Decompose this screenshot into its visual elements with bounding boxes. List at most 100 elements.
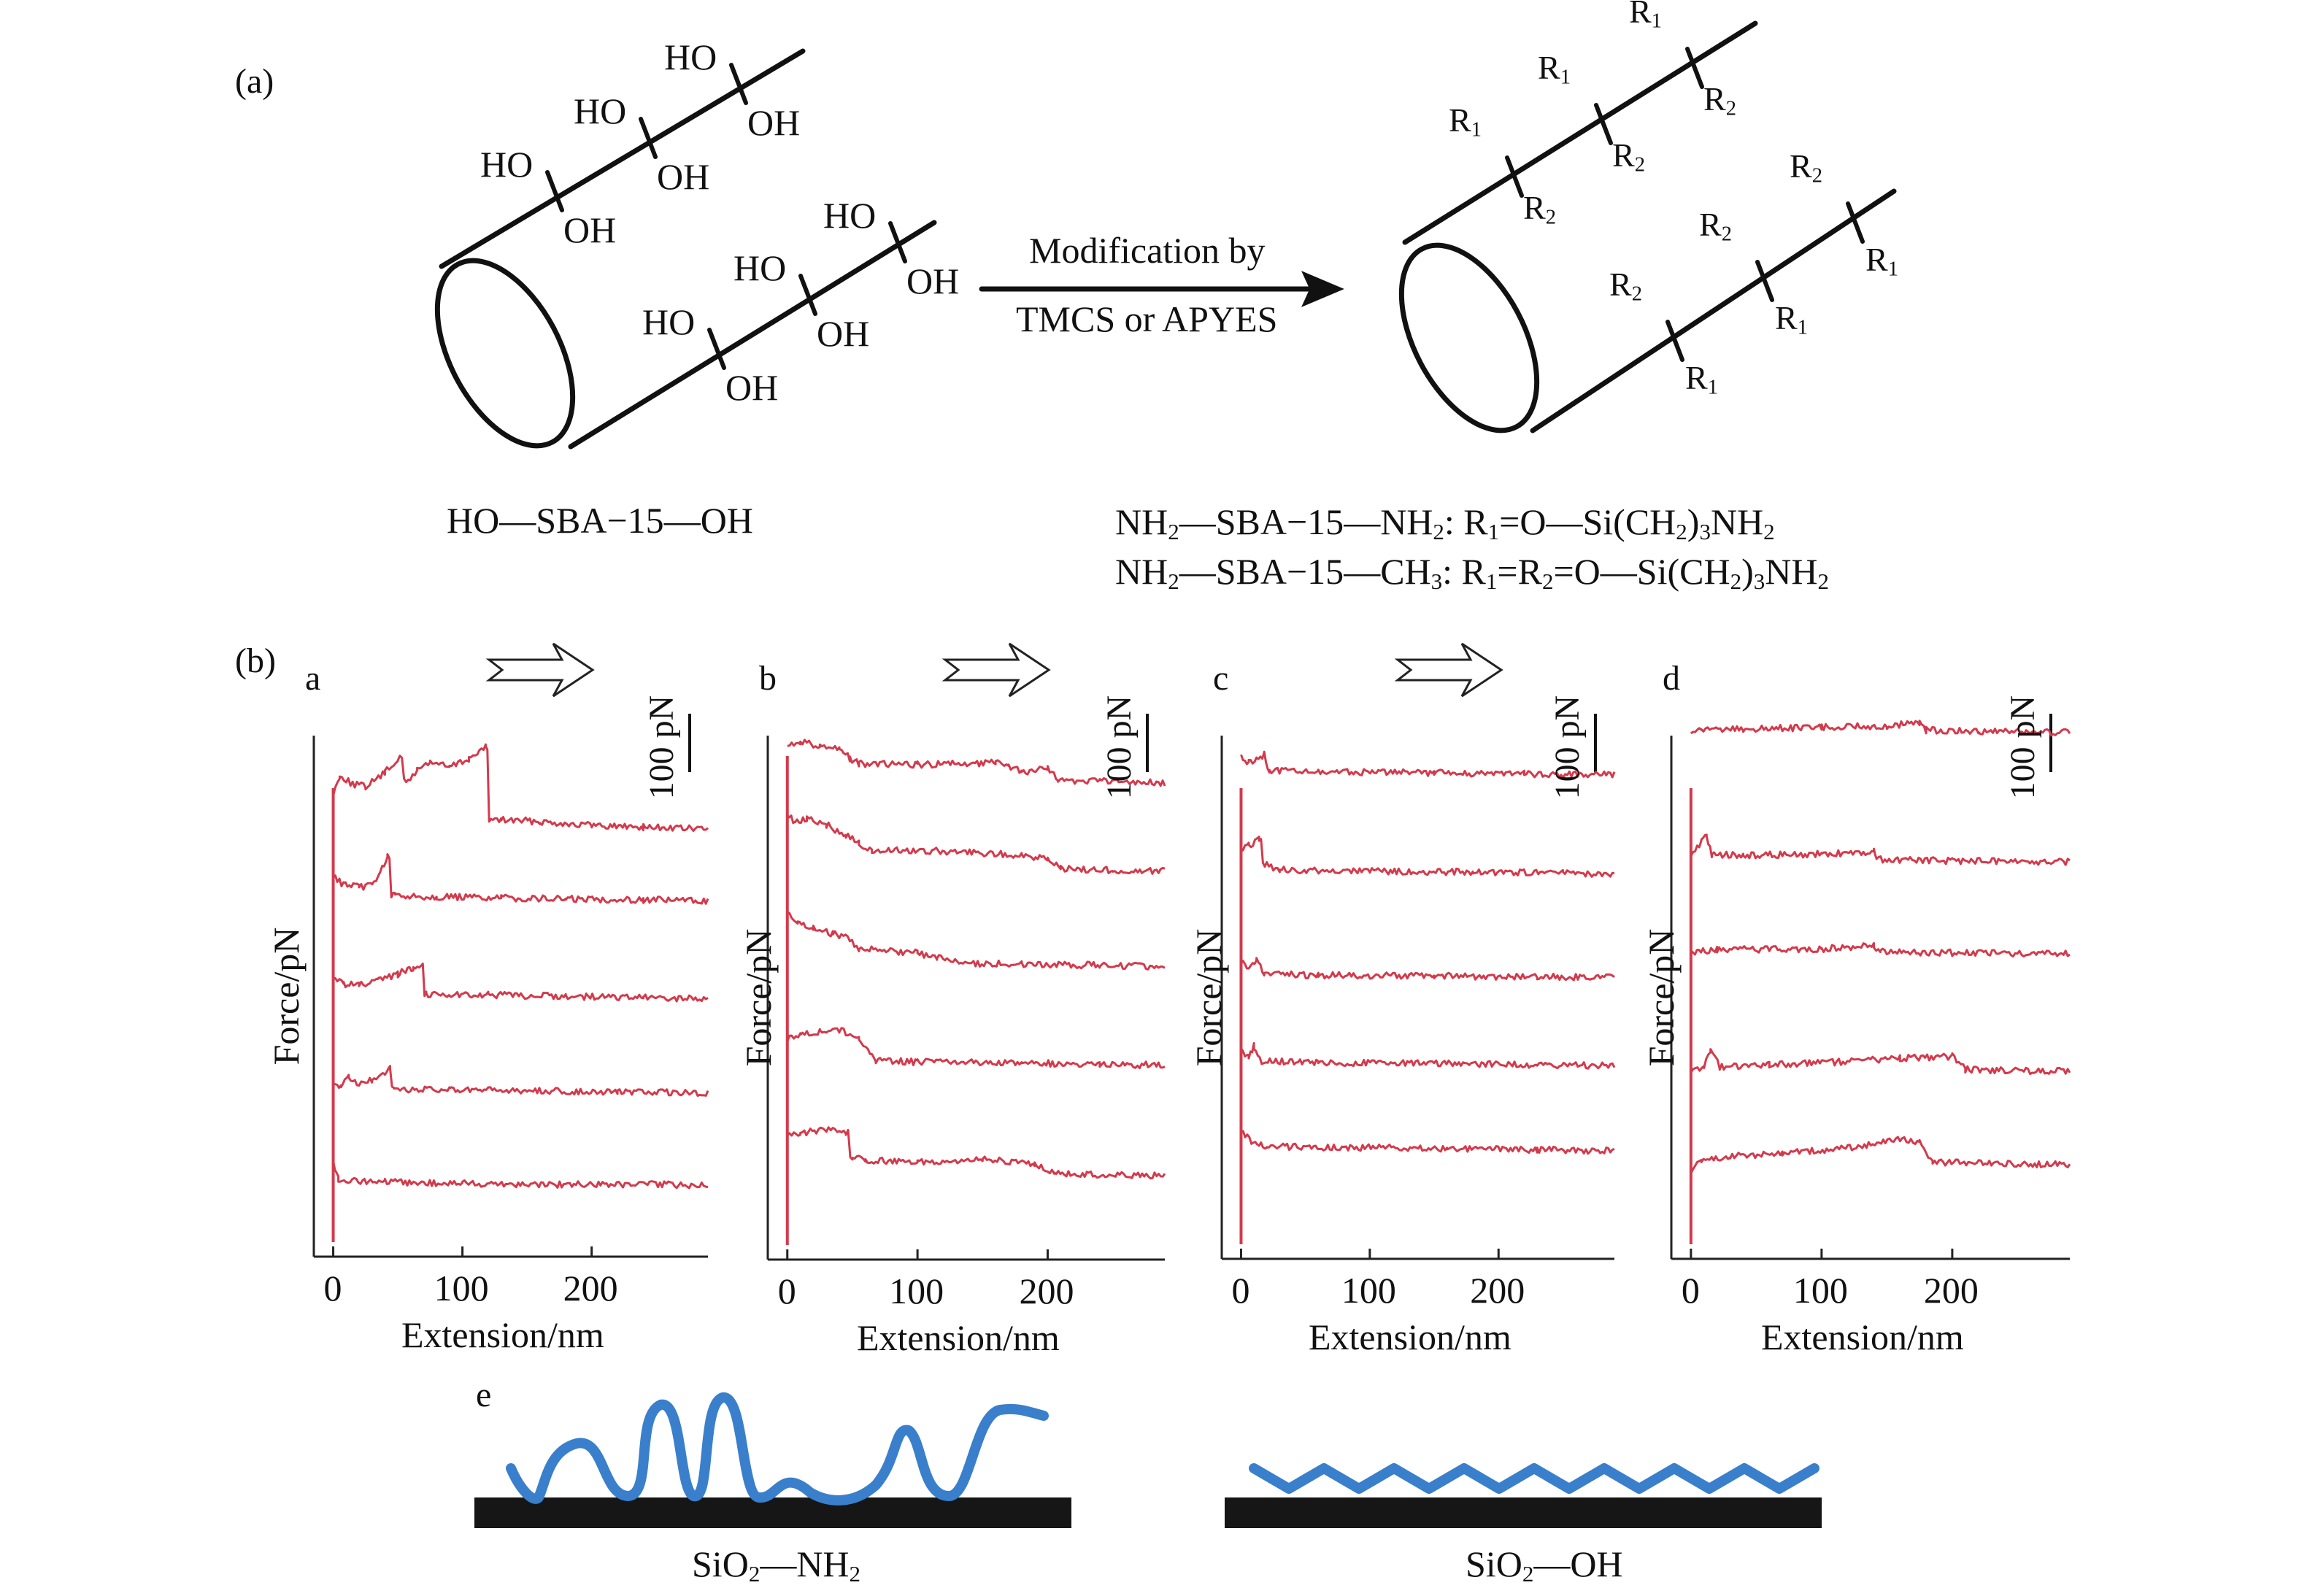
cylinder-bottom-line-left xyxy=(568,220,937,450)
r2-label-top-2: R2 xyxy=(1703,80,1736,120)
oh-label-top-0: OH xyxy=(563,209,617,250)
oh-label-bottom-0: OH xyxy=(725,367,779,408)
x-axis-label-a: Extension/nm xyxy=(401,1314,604,1355)
panel-a-tag: (a) xyxy=(235,62,274,101)
oh-label-top-2: OH xyxy=(747,102,801,143)
r1-label-top-0-sub: 1 xyxy=(1471,118,1482,142)
panel-a-drawing xyxy=(434,20,1897,450)
substituent-tick-top-0 xyxy=(1505,155,1524,198)
r1-label-bottom-1-sub: 1 xyxy=(1797,316,1808,339)
panel-e-drawing xyxy=(474,1392,1822,1528)
right-caption-dash: —OH xyxy=(1533,1543,1623,1584)
product-1-f-sub3: 3 xyxy=(1699,518,1711,544)
hydroxyl-tick-top-2 xyxy=(729,63,748,105)
substrate-caption-right: SiO2—OH xyxy=(1466,1543,1623,1585)
cylinder-bottom-line-right xyxy=(1530,188,1897,433)
trace-c-4 xyxy=(1241,1130,1615,1155)
r1-label-bottom-1: R1 xyxy=(1775,299,1808,339)
cylinder-end-right xyxy=(1398,242,1540,433)
trace-b-3 xyxy=(786,1027,1166,1070)
reaction-label-line1: Modification by xyxy=(1029,230,1266,271)
left-caption-base: SiO xyxy=(692,1543,749,1584)
product-1-f-sub: 1 xyxy=(1487,518,1500,544)
r1-label-bottom-1-letter: R xyxy=(1775,299,1798,336)
x-tick-label-c-1: 100 xyxy=(1341,1270,1396,1311)
substituent-tick-bottom-2 xyxy=(1846,201,1865,244)
r1-label-bottom-0-sub: 1 xyxy=(1707,376,1718,399)
trace-a-4 xyxy=(332,1161,709,1190)
r2-label-top-0-sub: 2 xyxy=(1545,206,1556,229)
r2-label-bottom-0-letter: R xyxy=(1609,266,1632,303)
product-2-lead-sub: 2 xyxy=(1168,568,1179,594)
ho-label-top-0: HO xyxy=(480,144,534,185)
r1-label-top-1-letter: R xyxy=(1538,49,1560,86)
r2-label-top-1-sub: 2 xyxy=(1634,153,1645,177)
r2-label-bottom-2-letter: R xyxy=(1790,147,1812,185)
product-2-f-midsub: 2 xyxy=(1541,568,1554,594)
scale-label-d: 100 pN xyxy=(2003,695,2042,800)
trace-c-0 xyxy=(1240,750,1616,779)
substrate-left xyxy=(474,1497,1071,1528)
r1-label-bottom-2-sub: 1 xyxy=(1887,258,1898,281)
left-caption-sub2: 2 xyxy=(849,1560,861,1587)
polymer-chain-coiled xyxy=(506,1392,1049,1506)
cylinder-top-line-right xyxy=(1402,20,1758,245)
r1-label-bottom-2: R1 xyxy=(1865,243,1898,281)
x-axis-label-b: Extension/nm xyxy=(857,1317,1060,1358)
r1-label-top-2: R1 xyxy=(1629,0,1662,31)
x-tick-label-c-0: 0 xyxy=(1231,1270,1250,1311)
product-1-f-rest: =O—Si(CH xyxy=(1499,501,1676,542)
r1-label-top-0: R1 xyxy=(1449,104,1482,141)
reaction-label-line2: TMCS or APYES xyxy=(1016,298,1278,339)
product-1-f-end: ) xyxy=(1687,501,1700,542)
x-tick-label-b-1: 100 xyxy=(889,1271,944,1311)
r1-label-top-2-sub: 1 xyxy=(1651,9,1662,33)
ho-label-bottom-0: HO xyxy=(642,301,696,342)
direction-arrow-b xyxy=(941,642,1051,698)
x-tick-label-d-2: 200 xyxy=(1923,1270,1979,1311)
oh-label-top-1: OH xyxy=(657,156,710,197)
right-caption-sub: 2 xyxy=(1522,1560,1534,1587)
x-tick-label-d-1: 100 xyxy=(1792,1270,1848,1311)
product-2-f-sub3: 3 xyxy=(1753,568,1765,594)
x-axis-label-d: Extension/nm xyxy=(1761,1316,1964,1357)
trace-c-3 xyxy=(1240,1042,1616,1070)
product-2-lead: NH xyxy=(1115,551,1168,592)
panel-b-charts xyxy=(312,642,2071,1261)
r2-label-bottom-1: R2 xyxy=(1699,208,1732,245)
ho-label-top-2: HO xyxy=(664,36,717,77)
substituent-tick-top-1 xyxy=(1594,103,1613,145)
product-2-f-sub4: 2 xyxy=(1817,568,1829,594)
x-tick-label-c-2: 200 xyxy=(1470,1270,1525,1311)
trace-a-2 xyxy=(333,963,709,1003)
trace-a-1 xyxy=(332,853,709,905)
product-1-lead-sub: 2 xyxy=(1168,518,1179,544)
r1-label-bottom-0-letter: R xyxy=(1685,359,1708,396)
reactant-formula: HO—SBA−15—OH xyxy=(447,500,753,541)
scale-label-a: 100 pN xyxy=(642,695,681,800)
x-tick-label-b-0: 0 xyxy=(777,1271,796,1311)
product-1-tail: NH xyxy=(1380,501,1433,542)
sub-label-b: b xyxy=(759,659,777,698)
ho-label-bottom-2: HO xyxy=(823,195,877,236)
reactant-left: HO xyxy=(447,500,500,541)
hydroxyl-tick-top-1 xyxy=(639,117,658,159)
product-1-mid: SBA−15 xyxy=(1215,501,1344,542)
reactant-right: OH xyxy=(700,500,753,541)
product-formula-2: NH2—SBA−15—CH3: R1=R2=O—Si(CH2)3NH2 xyxy=(1115,551,1829,594)
r1-label-top-2-letter: R xyxy=(1629,0,1652,30)
r2-label-bottom-0: R2 xyxy=(1609,266,1642,305)
x-tick-label-a-0: 0 xyxy=(323,1268,342,1308)
trace-d-1 xyxy=(1690,833,2071,866)
trace-b-4 xyxy=(786,1126,1166,1180)
scale-label-b: 100 pN xyxy=(1100,695,1139,800)
y-axis-label-c: Force/pN xyxy=(1188,928,1229,1066)
trace-a-3 xyxy=(333,1065,709,1097)
panel-b-tag: (b) xyxy=(235,641,276,680)
sub-label-d: d xyxy=(1663,659,1680,698)
r2-label-top-2-letter: R xyxy=(1703,80,1726,117)
product-1-tail-sub: 2 xyxy=(1433,518,1444,544)
product-1-formula: : R xyxy=(1444,501,1488,542)
product-2-f-sub2: 2 xyxy=(1730,568,1742,594)
